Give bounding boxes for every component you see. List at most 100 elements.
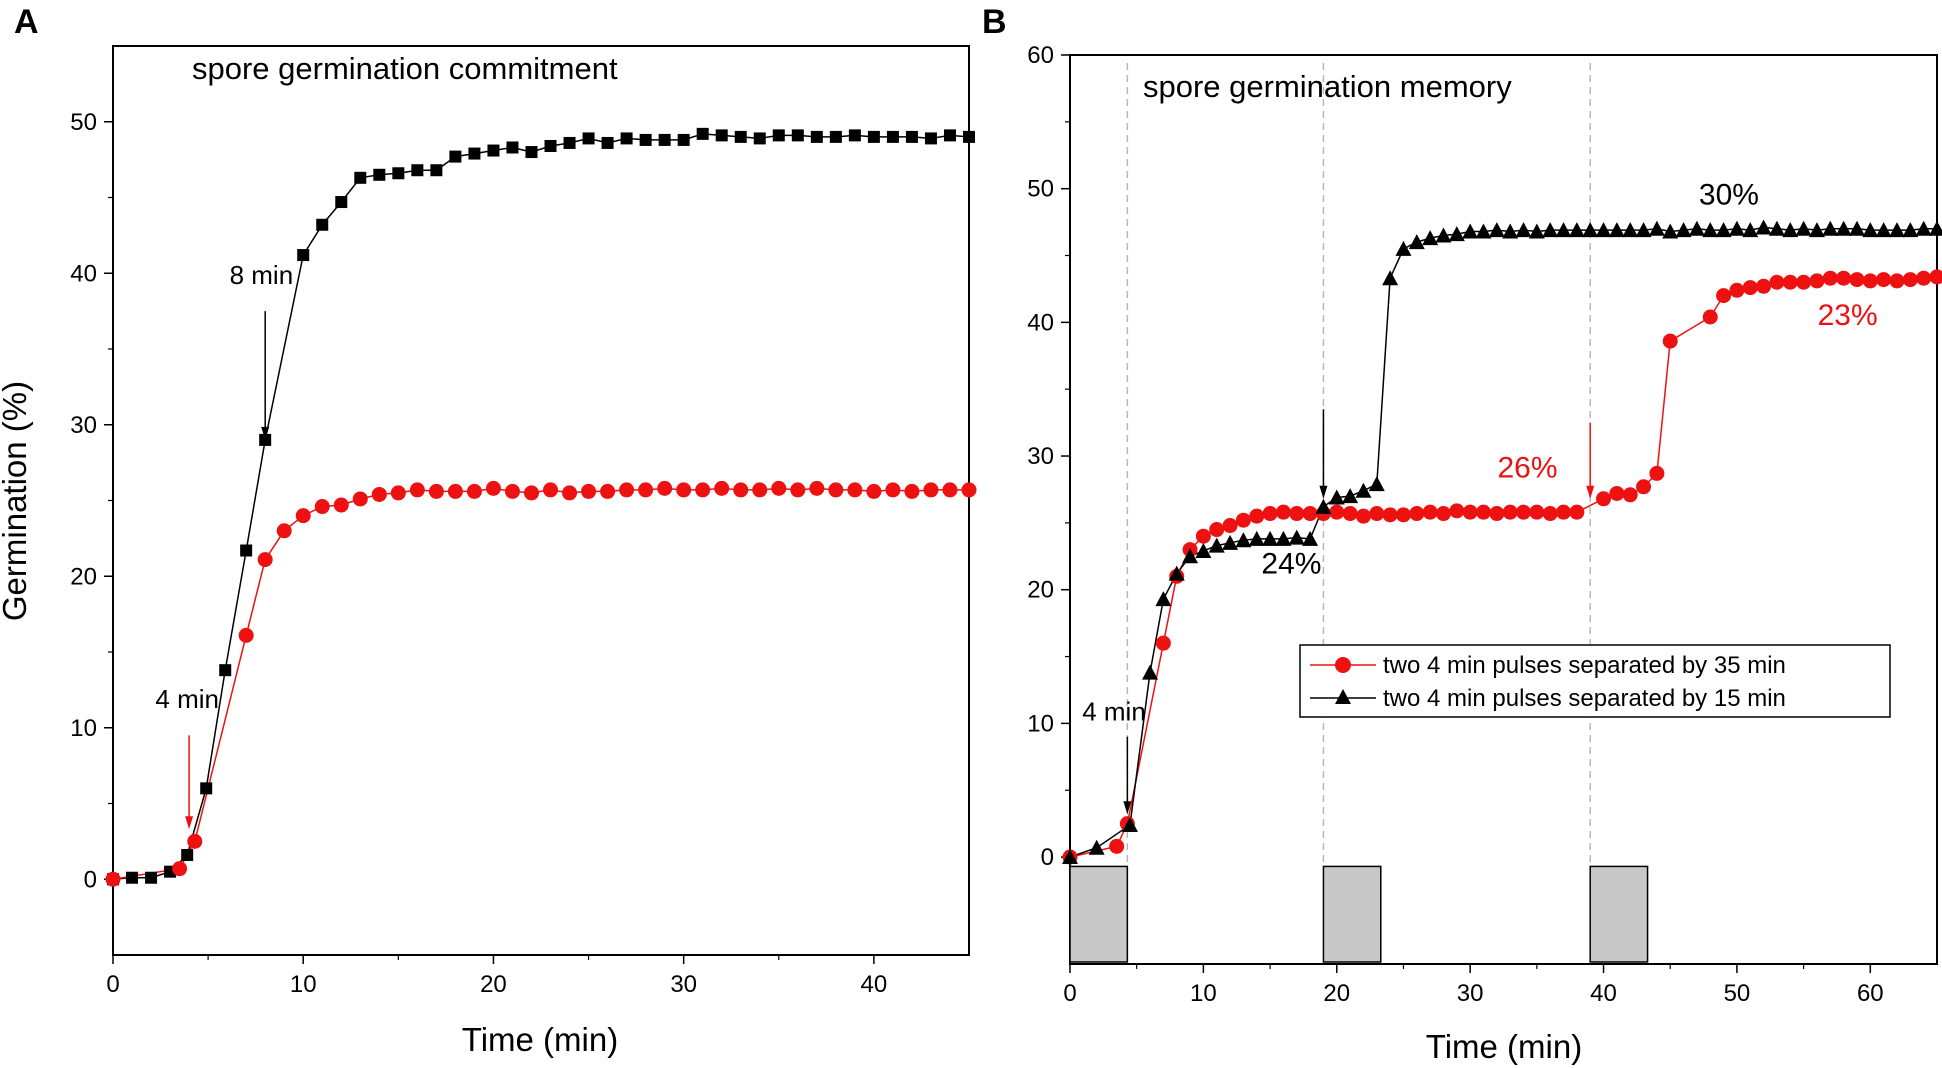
data-point-circle <box>942 482 958 498</box>
data-point-triangle <box>1302 530 1319 546</box>
annotation-label: 4 min <box>155 684 219 714</box>
data-point-square <box>924 132 937 145</box>
data-point-triangle <box>1875 222 1892 238</box>
panel-a-plot-frame <box>112 45 970 956</box>
data-point-circle <box>466 483 482 499</box>
data-point-circle <box>885 482 901 498</box>
data-point-circle <box>352 491 368 507</box>
data-point-square <box>240 544 253 557</box>
data-point-circle <box>1449 503 1465 519</box>
data-point-circle <box>1529 504 1545 520</box>
data-point-circle <box>1355 508 1371 524</box>
data-point-circle <box>1235 512 1251 528</box>
data-point-triangle <box>1635 222 1652 238</box>
data-point-circle <box>1796 274 1812 290</box>
data-point-circle <box>714 480 730 496</box>
data-point-square <box>601 136 614 149</box>
data-point-circle <box>1729 282 1745 298</box>
data-point-circle <box>1249 508 1265 524</box>
data-point-triangle <box>1595 222 1612 238</box>
data-point-square <box>200 782 213 795</box>
data-point-triangle <box>1142 664 1159 680</box>
data-point-circle <box>295 508 311 524</box>
data-point-circle <box>1742 280 1758 296</box>
data-point-square <box>181 849 194 862</box>
pulse-box-1 <box>1069 865 1129 963</box>
legend-black-label: two 4 min pulses separated by 15 min <box>1383 685 1786 712</box>
data-point-square <box>430 164 443 177</box>
legend: two 4 min pulses separated by 35 min two… <box>1299 644 1891 718</box>
data-point-triangle <box>1675 222 1692 238</box>
data-point-circle <box>409 482 425 498</box>
y-tick-label: 20 <box>1027 577 1054 604</box>
data-point-triangle <box>1462 223 1479 239</box>
data-point-triangle <box>1062 849 1078 865</box>
data-point-triangle <box>1222 534 1239 550</box>
data-point-circle <box>1702 309 1718 325</box>
data-point-triangle <box>1915 220 1932 236</box>
x-tick-label: 30 <box>670 971 697 998</box>
data-point-triangle <box>1422 230 1439 246</box>
pulse-box-2 <box>1322 865 1382 963</box>
data-point-triangle <box>1582 222 1599 238</box>
data-point-square <box>734 130 747 143</box>
data-point-circle <box>314 499 330 515</box>
data-point-triangle <box>1395 240 1412 256</box>
data-point-circle <box>1435 506 1451 522</box>
data-point-square <box>715 129 728 142</box>
data-point-square <box>297 249 310 262</box>
data-point-circle <box>276 523 292 539</box>
y-tick-label: 10 <box>1027 710 1054 737</box>
panel-a-title: spore germination commitment <box>192 51 618 86</box>
percent-label: 26% <box>1497 451 1557 484</box>
data-point-triangle <box>1342 488 1359 504</box>
data-point-triangle <box>1168 565 1185 581</box>
data-point-triangle <box>1662 223 1679 239</box>
data-point-circle <box>961 482 977 498</box>
data-point-circle <box>847 482 863 498</box>
data-point-circle <box>1902 272 1918 288</box>
data-point-circle <box>257 552 273 568</box>
data-point-triangle <box>1768 220 1785 236</box>
y-tick-label: 30 <box>1027 443 1054 470</box>
data-point-square <box>677 133 690 146</box>
data-point-circle <box>1395 507 1411 523</box>
data-point-circle <box>1422 504 1438 520</box>
data-point-circle <box>447 483 463 499</box>
panel-a-ylabel: Germination (%) <box>0 381 33 621</box>
annotation-arrow-head <box>1319 485 1328 499</box>
data-point-circle <box>1716 288 1732 304</box>
legend-red-marker <box>1335 657 1351 673</box>
data-point-square <box>316 218 329 231</box>
data-point-triangle <box>1542 222 1559 238</box>
data-point-triangle <box>1888 222 1905 238</box>
data-point-circle <box>1302 506 1318 522</box>
data-point-circle <box>1369 506 1385 522</box>
data-point-triangle <box>1622 222 1639 238</box>
data-point-triangle <box>1755 219 1772 235</box>
data-point-circle <box>1769 274 1785 290</box>
data-point-circle <box>1489 506 1505 522</box>
data-point-circle <box>1836 270 1852 286</box>
data-point-circle <box>1329 504 1345 520</box>
data-point-circle <box>485 480 501 496</box>
panel-a-chart: A 0 10 20 30 40 0 10 20 30 40 50 8 min 4 min spore … <box>0 3 977 1058</box>
x-tick-label: 20 <box>1323 980 1350 1007</box>
data-point-triangle <box>1088 839 1105 855</box>
data-point-circle <box>1569 504 1585 520</box>
data-point-triangle <box>1328 489 1345 505</box>
data-point-square <box>905 130 918 143</box>
data-point-circle <box>523 485 539 501</box>
legend-red-label: two 4 min pulses separated by 35 min <box>1383 652 1786 679</box>
data-point-circle <box>1662 333 1678 349</box>
data-point-triangle <box>1122 816 1139 832</box>
data-point-triangle <box>1929 220 1942 236</box>
data-point-triangle <box>1408 234 1425 250</box>
data-point-triangle <box>1782 222 1799 238</box>
data-point-circle <box>1275 504 1291 520</box>
annotation-arrow-head <box>1586 485 1595 499</box>
data-point-circle <box>1756 278 1772 294</box>
data-point-square <box>963 130 975 143</box>
data-point-circle <box>638 482 654 498</box>
